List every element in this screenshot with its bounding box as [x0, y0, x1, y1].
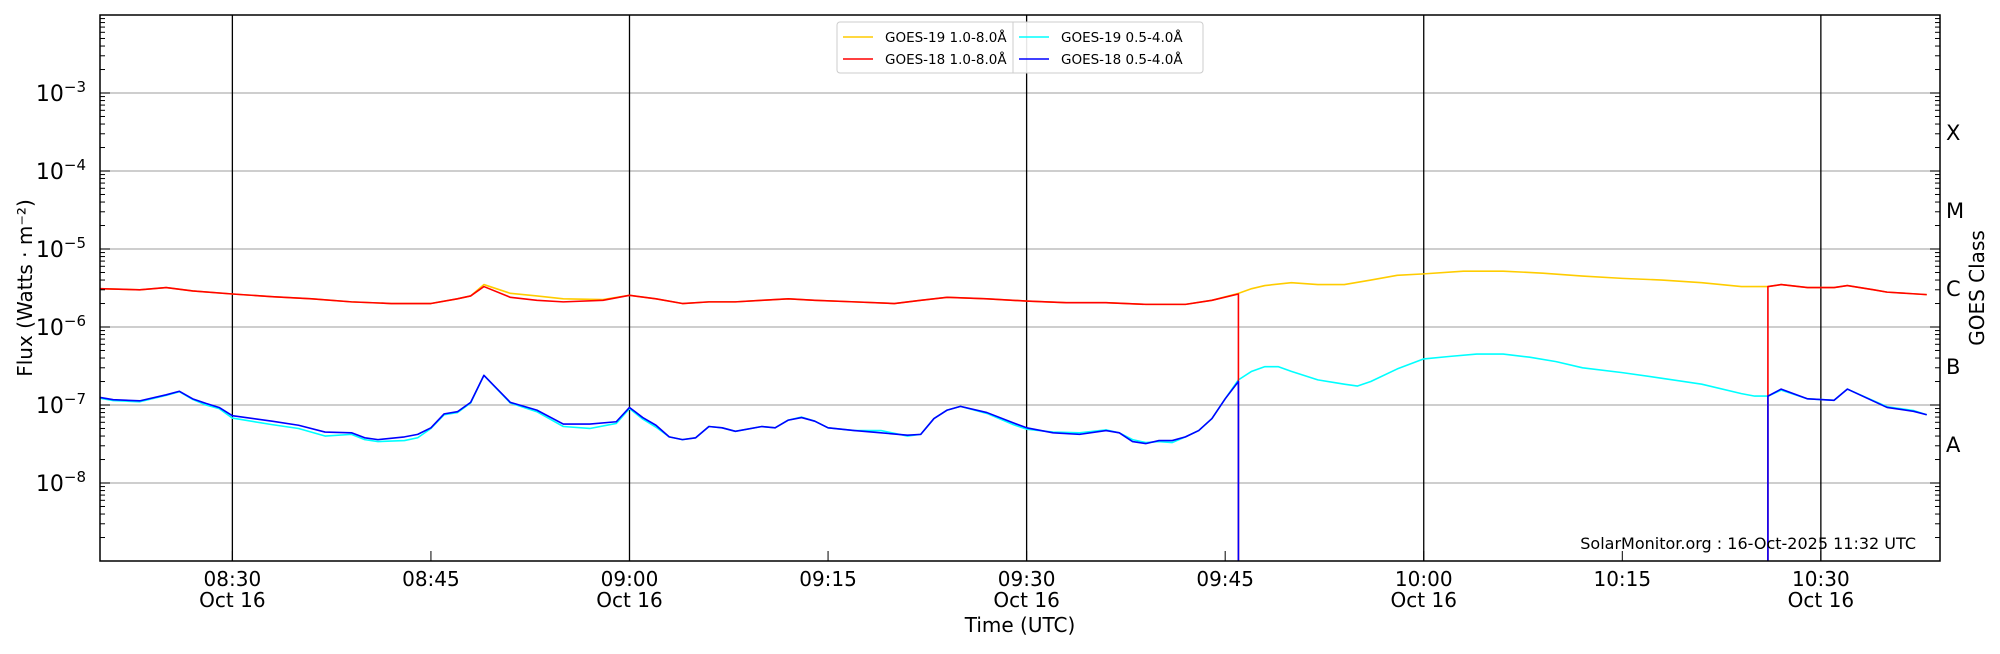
- x-tick-date-label: Oct 16: [596, 588, 662, 612]
- x-tick-label: 08:30: [204, 567, 262, 591]
- right-axis-label: GOES Class: [1965, 230, 1989, 346]
- x-tick-label: 09:30: [998, 567, 1056, 591]
- y-tick-label: 10−3: [36, 78, 86, 107]
- goes-class-label: M: [1946, 199, 1964, 223]
- x-tick-label: 10:30: [1792, 567, 1850, 591]
- x-tick-date-label: Oct 16: [993, 588, 1059, 612]
- x-tick-label: 09:00: [601, 567, 659, 591]
- goes-class-label: B: [1946, 355, 1960, 379]
- series-line-0: [99, 270, 1927, 306]
- goes-class-label: A: [1946, 433, 1961, 457]
- x-tick-label: 09:15: [799, 567, 857, 591]
- plot-frame: [99, 14, 1941, 562]
- series-line-2: [99, 283, 1927, 561]
- y-tick-label: 10−4: [36, 156, 86, 185]
- legend-entry: GOES-18 1.0-8.0Å: [885, 51, 1007, 68]
- x-tick-date-label: Oct 16: [1788, 588, 1854, 612]
- x-tick-label: 08:45: [402, 567, 460, 591]
- series-line-3: [99, 374, 1927, 561]
- goes-class-label: C: [1946, 277, 1961, 301]
- x-axis-label: Time (UTC): [964, 613, 1076, 637]
- x-tick-date-label: Oct 16: [199, 588, 265, 612]
- series-lines: [99, 270, 1928, 561]
- y-axis-label: Flux (Watts · m⁻²): [13, 199, 37, 377]
- y-tick-label: 10−8: [36, 468, 86, 497]
- grid: [100, 15, 1940, 561]
- y-tick-label: 10−6: [36, 312, 86, 341]
- series-line-1: [99, 353, 1928, 444]
- y-tick-label: 10−5: [36, 234, 86, 263]
- legend-entry: GOES-18 0.5-4.0Å: [1061, 51, 1183, 68]
- legend-entry: GOES-19 0.5-4.0Å: [1061, 29, 1183, 46]
- x-tick-date-label: Oct 16: [1391, 588, 1457, 612]
- legend-entry: GOES-19 1.0-8.0Å: [885, 29, 1007, 46]
- legend-box: [836, 21, 1204, 74]
- y-tick-label: 10−7: [36, 390, 86, 419]
- goes-class-label: X: [1946, 121, 1960, 145]
- x-tick-label: 09:45: [1196, 567, 1254, 591]
- x-tick-label: 10:15: [1593, 567, 1651, 591]
- source-annotation: SolarMonitor.org : 16-Oct-2025 11:32 UTC: [1580, 534, 1916, 553]
- legend: GOES-19 1.0-8.0Å GOES-18 1.0-8.0Å GOES-19 …: [836, 21, 1204, 74]
- x-tick-label: 10:00: [1395, 567, 1453, 591]
